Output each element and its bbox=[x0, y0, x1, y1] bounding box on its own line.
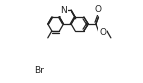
Text: N: N bbox=[60, 6, 67, 15]
Text: Br: Br bbox=[34, 66, 44, 75]
Text: O: O bbox=[95, 5, 102, 14]
Text: O: O bbox=[99, 28, 106, 37]
